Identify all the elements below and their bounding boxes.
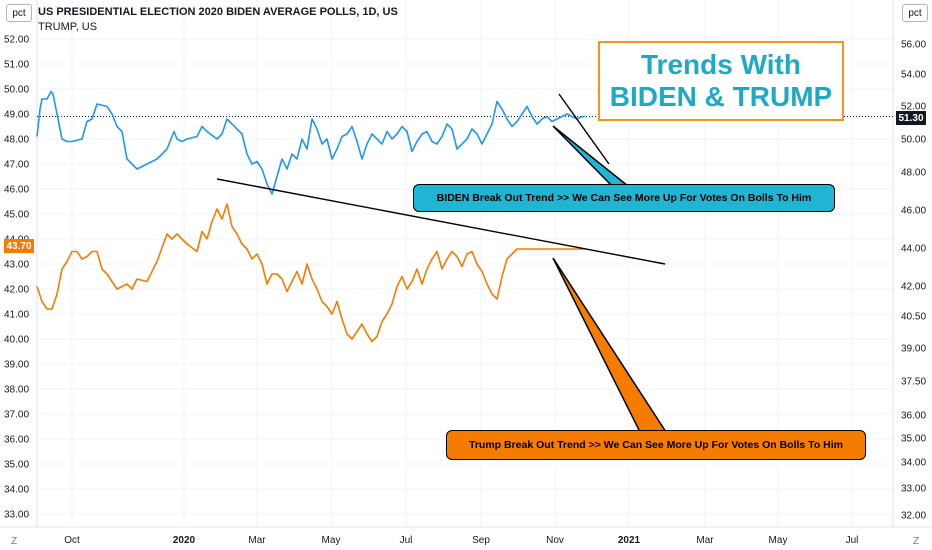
left-axis-tick: 49.00 (4, 110, 29, 121)
left-axis-tick: 51.00 (4, 60, 29, 71)
x-axis-tick: 2021 (618, 535, 641, 546)
biden-price-tag: 51.30 (896, 111, 926, 125)
right-axis-tick: 54.00 (901, 70, 926, 81)
left-axis-tick: 38.00 (4, 385, 29, 396)
x-axis-tick: Jul (400, 535, 413, 546)
right-corner-label[interactable]: Z (912, 535, 920, 547)
x-axis-tick: Mar (248, 535, 266, 546)
trump-price-tag: 43.70 (4, 239, 34, 253)
right-axis-tick: 40.50 (901, 312, 926, 323)
left-axis-tick: 50.00 (4, 85, 29, 96)
right-axis-tick: 36.00 (901, 411, 926, 422)
left-axis-tick: 43.00 (4, 260, 29, 271)
chart-title: US PRESIDENTIAL ELECTION 2020 BIDEN AVER… (38, 6, 398, 18)
left-corner-label[interactable]: Z (10, 535, 18, 547)
right-axis-tick: 33.00 (901, 484, 926, 495)
x-axis-tick: Sep (472, 535, 490, 546)
x-axis-tick: May (322, 535, 341, 546)
trump-trend-line (216, 178, 666, 265)
left-scale-pct-button[interactable]: pct (6, 4, 32, 22)
left-axis-tick: 48.00 (4, 135, 29, 146)
trend-title-box: Trends With BIDEN & TRUMP (598, 41, 844, 121)
x-axis-tick: May (769, 535, 788, 546)
x-axis-tick: Jul (846, 535, 859, 546)
biden-callout: BIDEN Break Out Trend >> We Can See More… (413, 184, 835, 212)
trump-callout: Trump Break Out Trend >> We Can See More… (446, 430, 866, 460)
left-axis-tick: 42.00 (4, 285, 29, 296)
right-axis-tick: 56.00 (901, 40, 926, 51)
right-axis-tick: 42.00 (901, 282, 926, 293)
left-axis-tick: 45.00 (4, 210, 29, 221)
right-axis-tick: 35.00 (901, 434, 926, 445)
right-axis-tick: 50.00 (901, 135, 926, 146)
left-axis-tick: 41.00 (4, 310, 29, 321)
series-line-biden (36, 90, 585, 195)
series-line-trump (36, 203, 585, 343)
left-axis-tick: 35.00 (4, 460, 29, 471)
right-axis-tick: 39.00 (901, 344, 926, 355)
right-axis-tick: 32.00 (901, 511, 926, 522)
right-axis-tick: 52.00 (901, 102, 926, 113)
biden-trend-line (558, 93, 610, 165)
right-scale-pct-button[interactable]: pct (902, 4, 928, 22)
left-axis-tick: 46.00 (4, 185, 29, 196)
right-axis-tick: 46.00 (901, 206, 926, 217)
right-axis-tick: 37.50 (901, 377, 926, 388)
x-axis-tick: Nov (546, 535, 564, 546)
left-axis-tick: 37.00 (4, 410, 29, 421)
x-axis-tick: Mar (696, 535, 714, 546)
left-axis-tick: 40.00 (4, 335, 29, 346)
x-axis-tick: 2020 (173, 535, 196, 546)
left-axis-tick: 39.00 (4, 360, 29, 371)
right-axis-tick: 34.00 (901, 458, 926, 469)
trend-title-line1: Trends With (641, 49, 801, 80)
x-axis-tick: Oct (64, 535, 80, 546)
right-axis-tick: 48.00 (901, 168, 926, 179)
trend-title-line2: BIDEN & TRUMP (609, 81, 833, 112)
left-axis-tick: 52.00 (4, 35, 29, 46)
right-axis-tick: 44.00 (901, 244, 926, 255)
left-axis-tick: 36.00 (4, 435, 29, 446)
left-axis-tick: 33.00 (4, 510, 29, 521)
left-axis-tick: 47.00 (4, 160, 29, 171)
left-axis-tick: 34.00 (4, 485, 29, 496)
chart-subtitle: TRUMP, US (38, 21, 98, 33)
